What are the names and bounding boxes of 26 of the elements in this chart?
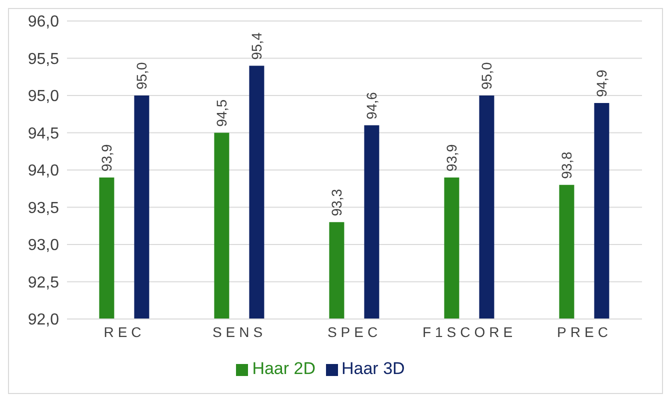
data-label: 94,5 — [214, 99, 230, 127]
y-tick-label: 95,5 — [28, 50, 60, 68]
y-tick-label: 94,0 — [28, 162, 60, 180]
data-label: 93,3 — [328, 188, 345, 216]
x-tick-label: REC — [104, 324, 146, 340]
y-tick-label: 94,5 — [28, 125, 60, 142]
y-tick-label: 93,0 — [28, 237, 60, 254]
x-tick-label: PREC — [557, 324, 612, 340]
y-tick-label: 96,0 — [28, 14, 60, 31]
data-label: 94,9 — [594, 69, 610, 97]
y-tick-label: 92,5 — [28, 274, 60, 292]
data-label: 93,8 — [558, 151, 575, 179]
data-label: 95,4 — [248, 32, 265, 60]
data-label: 95,0 — [478, 62, 495, 90]
legend-label: Haar 3D — [342, 359, 405, 378]
data-label: 95,0 — [134, 62, 150, 90]
data-label: 94,6 — [364, 92, 380, 120]
y-tick-label: 93,5 — [28, 200, 60, 217]
x-tick-label: F1SCORE — [422, 324, 517, 340]
data-label: 93,9 — [444, 144, 460, 172]
y-tick-label: 95,0 — [28, 88, 60, 106]
x-tick-label: SPEC — [327, 324, 382, 340]
legend-label: Haar 2D — [252, 359, 316, 378]
y-tick-label: 92,0 — [28, 312, 60, 329]
x-tick-label: SENS — [212, 324, 267, 340]
data-label: 93,9 — [98, 144, 115, 172]
